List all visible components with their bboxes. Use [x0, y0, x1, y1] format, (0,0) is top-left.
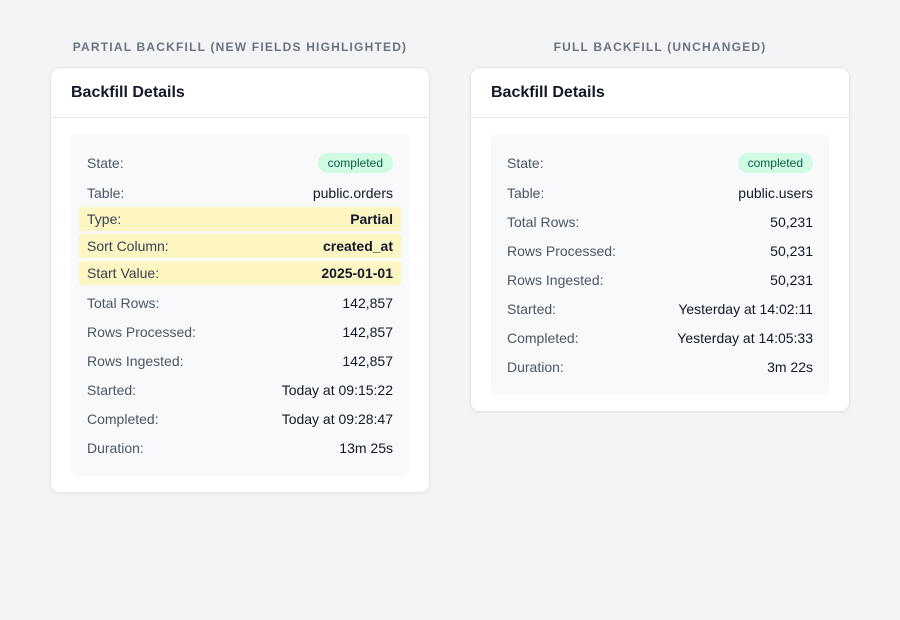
detail-value: Today at 09:15:22	[281, 381, 393, 398]
column-heading: PARTIAL BACKFILL (NEW FIELDS HIGHLIGHTED…	[72, 40, 408, 54]
detail-label: State:	[87, 155, 124, 171]
detail-row-start-value: Start Value: 2025-01-01	[79, 261, 401, 285]
detail-label: Start Value:	[87, 265, 160, 281]
detail-label: Completed:	[507, 329, 579, 346]
detail-label: Started:	[507, 300, 557, 317]
detail-label: Completed:	[87, 410, 159, 427]
partial-backfill-column: PARTIAL BACKFILL (NEW FIELDS HIGHLIGHTED…	[50, 40, 430, 493]
detail-value: Yesterday at 14:05:33	[677, 329, 813, 346]
detail-label: Duration:	[507, 358, 564, 375]
detail-label: Started:	[87, 381, 137, 398]
detail-value: public.users	[738, 184, 813, 201]
detail-label: Total Rows:	[87, 294, 160, 311]
detail-row-rows-processed: Rows Processed: 142,857	[79, 317, 401, 346]
detail-row-table: Table: public.orders	[79, 178, 401, 207]
detail-row-sort-column: Sort Column: created_at	[79, 234, 401, 258]
detail-value: Today at 09:28:47	[281, 410, 393, 427]
detail-value: Yesterday at 14:02:11	[678, 300, 813, 317]
detail-row-rows-ingested: Rows Ingested: 50,231	[499, 265, 821, 294]
full-backfill-column: FULL BACKFILL (UNCHANGED) Backfill Detai…	[470, 40, 850, 412]
card-body: State: completed Table: public.orders Ty…	[51, 118, 429, 492]
details-panel: State: completed Table: public.orders Ty…	[71, 134, 409, 476]
detail-row-state: State: completed	[79, 148, 401, 178]
detail-value: 50,231	[770, 271, 813, 288]
detail-value: 142,857	[342, 352, 393, 369]
status-badge: completed	[317, 153, 393, 173]
detail-value: 142,857	[342, 294, 393, 311]
detail-label: Rows Processed:	[507, 242, 616, 259]
detail-row-duration: Duration: 13m 25s	[79, 433, 401, 462]
backfill-details-card: Backfill Details State: completed Table:…	[470, 67, 850, 412]
detail-value: 50,231	[770, 213, 813, 230]
detail-label: Rows Ingested:	[87, 352, 184, 369]
status-badge: completed	[737, 153, 813, 173]
detail-label: Table:	[87, 184, 125, 201]
detail-row-completed: Completed: Today at 09:28:47	[79, 404, 401, 433]
detail-row-started: Started: Yesterday at 14:02:11	[499, 294, 821, 323]
detail-label: Rows Ingested:	[507, 271, 604, 288]
backfill-details-card: Backfill Details State: completed Table:…	[50, 67, 430, 493]
column-heading: FULL BACKFILL (UNCHANGED)	[553, 40, 767, 54]
detail-row-completed: Completed: Yesterday at 14:05:33	[499, 323, 821, 352]
detail-label: Type:	[87, 211, 122, 227]
detail-row-started: Started: Today at 09:15:22	[79, 375, 401, 404]
detail-row-state: State: completed	[499, 148, 821, 178]
detail-label: Duration:	[87, 439, 144, 456]
detail-row-table: Table: public.users	[499, 178, 821, 207]
detail-value: 3m 22s	[767, 358, 813, 375]
details-panel: State: completed Table: public.users Tot…	[491, 134, 829, 395]
detail-value: 50,231	[770, 242, 813, 259]
detail-row-total-rows: Total Rows: 142,857	[79, 288, 401, 317]
detail-row-type: Type: Partial	[79, 207, 401, 231]
detail-row-duration: Duration: 3m 22s	[499, 352, 821, 381]
detail-row-total-rows: Total Rows: 50,231	[499, 207, 821, 236]
detail-label: Rows Processed:	[87, 323, 196, 340]
detail-label: Sort Column:	[87, 238, 169, 254]
card-body: State: completed Table: public.users Tot…	[471, 118, 849, 411]
detail-value: 13m 25s	[339, 439, 393, 456]
detail-value: 142,857	[342, 323, 393, 340]
detail-label: Table:	[507, 184, 545, 201]
detail-label: Total Rows:	[507, 213, 580, 230]
detail-row-rows-processed: Rows Processed: 50,231	[499, 236, 821, 265]
card-title: Backfill Details	[471, 68, 849, 118]
detail-row-rows-ingested: Rows Ingested: 142,857	[79, 346, 401, 375]
detail-value: 2025-01-01	[321, 265, 393, 281]
card-title: Backfill Details	[51, 68, 429, 118]
detail-value: created_at	[322, 238, 393, 254]
detail-value: Partial	[350, 211, 393, 227]
detail-label: State:	[507, 155, 544, 171]
detail-value: public.orders	[312, 184, 393, 201]
